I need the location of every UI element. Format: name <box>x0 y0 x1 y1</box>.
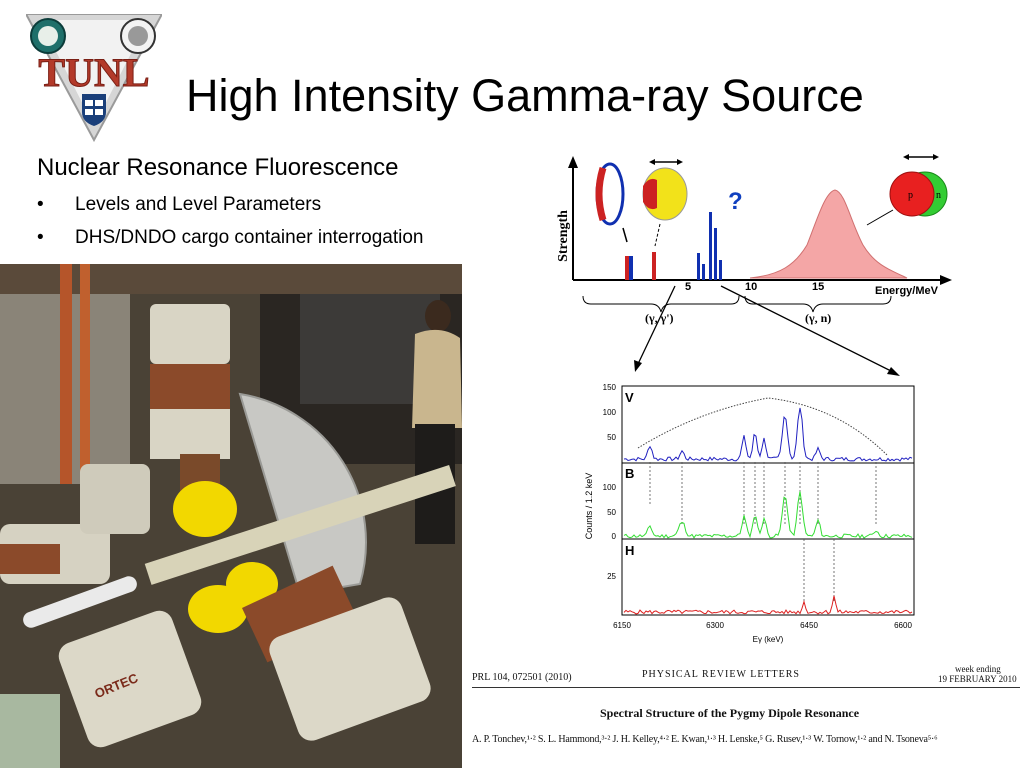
bullet-marker: • <box>37 227 44 248</box>
spectra-figure: Counts / 1.2 keV V B H 150 100 50 100 50… <box>584 383 915 644</box>
low-energy-line <box>625 256 629 280</box>
paper-date: 19 FEBRUARY 2010 <box>938 674 1017 684</box>
low-energy-line <box>652 252 656 280</box>
x-axis-label: Energy/MeV <box>875 285 939 297</box>
section-heading: Nuclear Resonance Fluorescence <box>37 154 399 181</box>
pygmy-line <box>714 228 717 280</box>
y-tick: 100 <box>603 483 617 492</box>
pygmy-line <box>697 253 700 280</box>
neutron-label: n <box>936 190 941 201</box>
panel-tag: H <box>625 543 634 558</box>
y-axis-arrow <box>568 156 578 168</box>
paper-authors: A. P. Tonchev,¹·² S. L. Hammond,³·² J. H… <box>472 734 938 745</box>
x-tick: 6450 <box>800 621 818 630</box>
week-ending-label: week ending <box>955 664 1001 674</box>
pygmy-line <box>719 260 722 280</box>
lab-photo: ORTEC <box>0 264 462 768</box>
x-tick: 6150 <box>613 621 631 630</box>
y-tick: 0 <box>612 532 617 541</box>
envelope-curve <box>637 397 889 457</box>
x-tick-label: 10 <box>745 281 757 293</box>
y-tick: 50 <box>607 508 616 517</box>
x-tick-label: 15 <box>812 281 824 293</box>
y-axis-label: Strength <box>556 210 571 262</box>
panel-h-frame <box>621 538 915 616</box>
bullet-item: • Levels and Level Parameters <box>37 193 321 217</box>
x-tick: 6600 <box>894 621 912 630</box>
question-mark: ? <box>728 188 743 215</box>
x-tick-label: 5 <box>685 281 691 293</box>
y-tick: 25 <box>607 572 616 581</box>
spectrum-v <box>623 407 913 462</box>
lab-photo-drawing: ORTEC <box>0 264 462 768</box>
spectra-x-label: Eγ (keV) <box>753 635 784 644</box>
panel-b-frame <box>621 462 915 540</box>
paper-citation: PRL 104, 072501 (2010) <box>472 672 572 683</box>
paper-header: PRL 104, 072501 (2010) PHYSICAL REVIEW L… <box>462 662 1024 768</box>
spectrum-h <box>623 595 913 615</box>
x-axis-arrow <box>940 275 952 285</box>
header-rule <box>472 687 1020 688</box>
tunl-logo: TUNL <box>26 14 162 142</box>
panel-tag: B <box>625 466 634 481</box>
pygmy-line <box>702 264 705 280</box>
panel-tag: V <box>625 390 634 405</box>
giant-dipole-resonance <box>749 189 908 279</box>
bullet-marker: • <box>37 194 44 215</box>
spectrum-b <box>623 491 913 539</box>
bullet-text: DHS/DNDO cargo container interrogation <box>75 227 424 248</box>
logo-text: TUNL <box>38 50 149 95</box>
region-label: (γ, n) <box>805 311 831 325</box>
bullet-text: Levels and Level Parameters <box>75 194 322 215</box>
region-brace <box>582 295 740 313</box>
x-tick: 6300 <box>706 621 724 630</box>
strength-diagram: Strength 5 10 15 Energy/MeV ? p n <box>556 154 952 376</box>
y-tick: 50 <box>607 433 616 442</box>
proton-sphere-icon <box>889 171 935 217</box>
y-tick: 100 <box>603 408 617 417</box>
region-brace <box>744 295 892 313</box>
journal-name: PHYSICAL REVIEW LETTERS <box>642 669 800 680</box>
y-tick: 150 <box>603 383 617 392</box>
bullet-item: • DHS/DNDO cargo container interrogation <box>37 226 424 250</box>
spectra-y-label: Counts / 1.2 keV <box>584 473 594 540</box>
proton-label: p <box>908 190 913 201</box>
paper-title: Spectral Structure of the Pygmy Dipole R… <box>600 706 860 720</box>
low-energy-line <box>629 256 633 280</box>
pygmy-line <box>709 212 712 280</box>
panel-v-frame <box>621 385 915 464</box>
slide-title: High Intensity Gamma-ray Source <box>186 70 864 121</box>
